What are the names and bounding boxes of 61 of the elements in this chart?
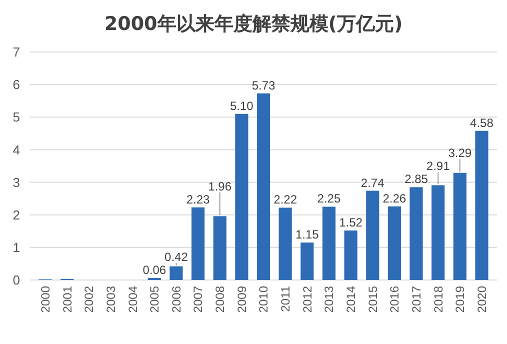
x-tick-label: 2009 [234,286,249,313]
x-tick-label: 2018 [431,286,446,313]
x-tick-label: 2007 [191,286,206,313]
data-label: 5.10 [230,98,254,113]
chart-title: 2000年以来年度解禁规模(万亿元) [104,13,403,35]
x-tick-label: 2014 [344,286,358,313]
data-label: 2.91 [426,159,450,174]
bar [300,242,314,280]
bar [475,130,488,280]
x-tick-label: 2000 [38,286,52,313]
data-label: 1.15 [295,228,320,242]
x-tick-label: 2008 [213,286,228,313]
x-tick-label: 2013 [322,286,336,313]
x-tick-label: 2006 [169,286,184,313]
bar [322,206,336,280]
y-tick-label: 5 [12,110,20,125]
x-tick-label: 2017 [409,286,424,313]
x-tick-label: 2004 [126,286,140,313]
bar [170,266,183,280]
x-tick-label: 2003 [104,286,118,313]
bar [278,208,292,280]
x-tick-label: 2019 [453,286,468,313]
y-tick-label: 7 [12,44,20,60]
data-label: 2.85 [404,172,428,186]
data-label: 2.23 [186,192,210,206]
data-label: 3.29 [448,146,472,160]
bar [388,206,401,280]
x-tick-label: 2011 [278,286,293,312]
bar [256,93,270,280]
data-label: 2.25 [317,192,341,206]
data-label: 1.52 [339,215,363,230]
y-tick-label: 2 [12,207,20,222]
data-label: 2.74 [360,176,385,190]
x-tick-label: 2020 [474,286,489,313]
data-label: 0.42 [164,250,188,264]
bar [432,185,445,280]
x-tick-label: 2001 [60,286,74,313]
data-label: 0.06 [142,263,166,278]
bar [191,207,205,280]
bar [344,230,358,280]
x-tick-label: 2005 [148,286,162,313]
x-tick-label: 2015 [366,286,380,313]
bar [410,187,423,280]
bar [366,190,380,280]
bar [235,114,248,280]
y-tick-label: 6 [12,77,20,92]
x-tick-label: 2012 [300,286,314,313]
y-tick-label: 1 [12,240,20,255]
data-label: 5.73 [252,78,276,92]
data-label: 2.22 [274,192,298,207]
data-label: 4.58 [470,116,494,130]
bar [213,216,226,280]
y-tick-label: 0 [12,272,20,288]
data-label: 1.96 [208,179,232,194]
x-tick-label: 2002 [82,286,96,313]
y-tick-label: 3 [12,174,20,190]
y-tick-label: 4 [12,142,20,158]
x-tick-label: 2016 [388,286,402,313]
data-label: 2.26 [382,191,406,206]
bar [453,172,466,280]
x-tick-label: 2010 [256,286,271,313]
